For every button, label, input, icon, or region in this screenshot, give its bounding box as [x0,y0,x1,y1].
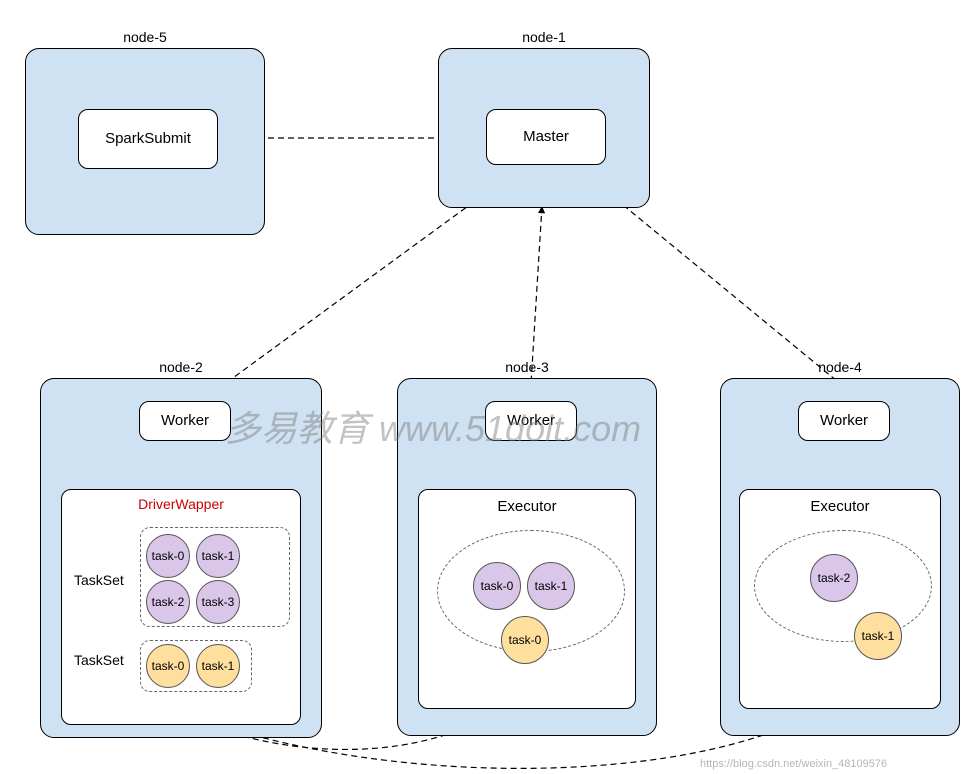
executor3: Executortask-0task-1task-0 [418,489,636,709]
node-title: node-1 [439,29,649,45]
taskset-label-0: TaskSet [74,572,124,588]
master: Master [486,109,606,165]
executor4-label: Executor [740,498,940,515]
worker4: Worker [798,401,890,441]
task-circle: task-1 [854,612,902,660]
node-node3: node-3WorkerExecutortask-0task-1task-0 [397,378,657,736]
task-circle: task-1 [196,534,240,578]
node-title: node-3 [398,359,656,375]
node-node2: node-2WorkerDriverWapperTaskSettask-0tas… [40,378,322,738]
footer-watermark: https://blog.csdn.net/weixin_48109576 [700,758,887,770]
executor4: Executor task-2 task-1 [739,489,941,709]
task-circle: task-1 [527,562,575,610]
node-title: node-2 [41,359,321,375]
master-label: Master [487,128,605,145]
worker3-label: Worker [486,412,576,429]
task-circle: task-0 [146,644,190,688]
worker3: Worker [485,401,577,441]
worker2: Worker [139,401,231,441]
task-circle: task-2 [810,554,858,602]
driverwapper: DriverWapperTaskSettask-0task-1task-2tas… [61,489,301,725]
driverwapper-label: DriverWapper [62,496,300,512]
node-node4: node-4WorkerExecutortask-2task-1 [720,378,960,736]
node-title: node-4 [721,359,959,375]
task-circle: task-2 [146,580,190,624]
worker2-label: Worker [140,412,230,429]
worker4-label: Worker [799,412,889,429]
task-circle: task-0 [146,534,190,578]
task-circle: task-0 [501,616,549,664]
node-title: node-5 [26,29,264,45]
taskset-label-1: TaskSet [74,652,124,668]
task-circle: task-0 [473,562,521,610]
task-circle: task-1 [196,644,240,688]
task-circle: task-3 [196,580,240,624]
sparksubmit-label: SparkSubmit [79,130,217,147]
sparksubmit: SparkSubmit [78,109,218,169]
node-node5: node-5SparkSubmit [25,48,265,235]
executor3-label: Executor [419,498,635,515]
node-node1: node-1Master [438,48,650,208]
